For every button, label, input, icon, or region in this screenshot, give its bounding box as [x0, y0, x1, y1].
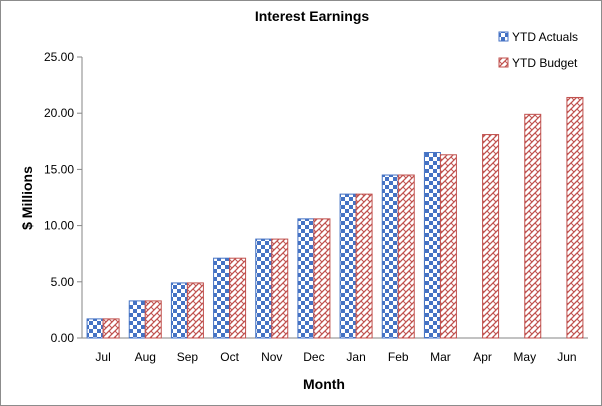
x-tick-label: Dec: [303, 350, 324, 364]
bar-ytd-budget: [102, 318, 120, 339]
y-tick-label: 0.00: [51, 331, 75, 345]
x-tick-label: Oct: [220, 350, 239, 364]
bar-ytd-budget: [144, 300, 162, 339]
bar-ytd-actuals: [381, 174, 399, 339]
axes: [81, 57, 588, 339]
x-tick-label: Apr: [473, 350, 492, 364]
x-tick-label: Aug: [135, 350, 156, 364]
y-tick-label: 20.00: [44, 106, 74, 120]
bar-ytd-actuals: [297, 218, 315, 339]
bar-ytd-actuals: [423, 152, 441, 339]
bar-ytd-budget: [397, 174, 415, 339]
x-axis-ticks: Jul Aug Sep Oct Nov Dec Jan Feb Mar Apr May Jun: [95, 350, 576, 364]
legend-swatch: [498, 57, 509, 68]
bar-ytd-actuals: [339, 193, 357, 339]
legend-swatch: [498, 31, 509, 42]
bar-ytd-budget: [524, 113, 542, 339]
x-tick-label: Mar: [430, 350, 451, 364]
legend-label: YTD Actuals: [512, 30, 578, 44]
x-tick-label: Jun: [557, 350, 576, 364]
bar-ytd-budget: [355, 193, 373, 339]
bar-ytd-budget: [439, 154, 457, 339]
bar-ytd-budget: [271, 238, 289, 339]
chart-title: Interest Earnings: [255, 8, 370, 24]
bar-ytd-actuals: [86, 318, 104, 339]
y-tick-label: 25.00: [44, 50, 74, 64]
y-tick-label: 15.00: [44, 162, 74, 176]
x-tick-label: Jan: [346, 350, 365, 364]
x-tick-label: Nov: [261, 350, 282, 364]
x-tick-label: Feb: [388, 350, 409, 364]
bar-ytd-budget: [482, 134, 500, 339]
x-axis-title: Month: [303, 376, 345, 392]
bar-ytd-budget: [566, 96, 584, 339]
y-tick-label: 10.00: [44, 219, 74, 233]
legend: YTD Actuals YTD Budget: [498, 30, 578, 70]
y-tick-label: 5.00: [51, 275, 75, 289]
bar-ytd-actuals: [255, 238, 273, 339]
bars: [86, 96, 584, 339]
y-axis-title: $ Millions: [19, 166, 35, 230]
x-tick-label: May: [513, 350, 536, 364]
bar-ytd-budget: [186, 282, 204, 339]
bar-ytd-budget: [313, 218, 331, 339]
x-tick-label: Jul: [95, 350, 110, 364]
bar-ytd-actuals: [170, 282, 188, 339]
y-axis-ticks: 0.00 5.00 10.00 15.00 20.00 25.00: [44, 50, 82, 345]
legend-label: YTD Budget: [512, 56, 578, 70]
bar-ytd-actuals: [213, 257, 231, 339]
bar-ytd-actuals: [128, 300, 146, 339]
bar-ytd-budget: [229, 257, 247, 339]
x-tick-label: Sep: [177, 350, 199, 364]
